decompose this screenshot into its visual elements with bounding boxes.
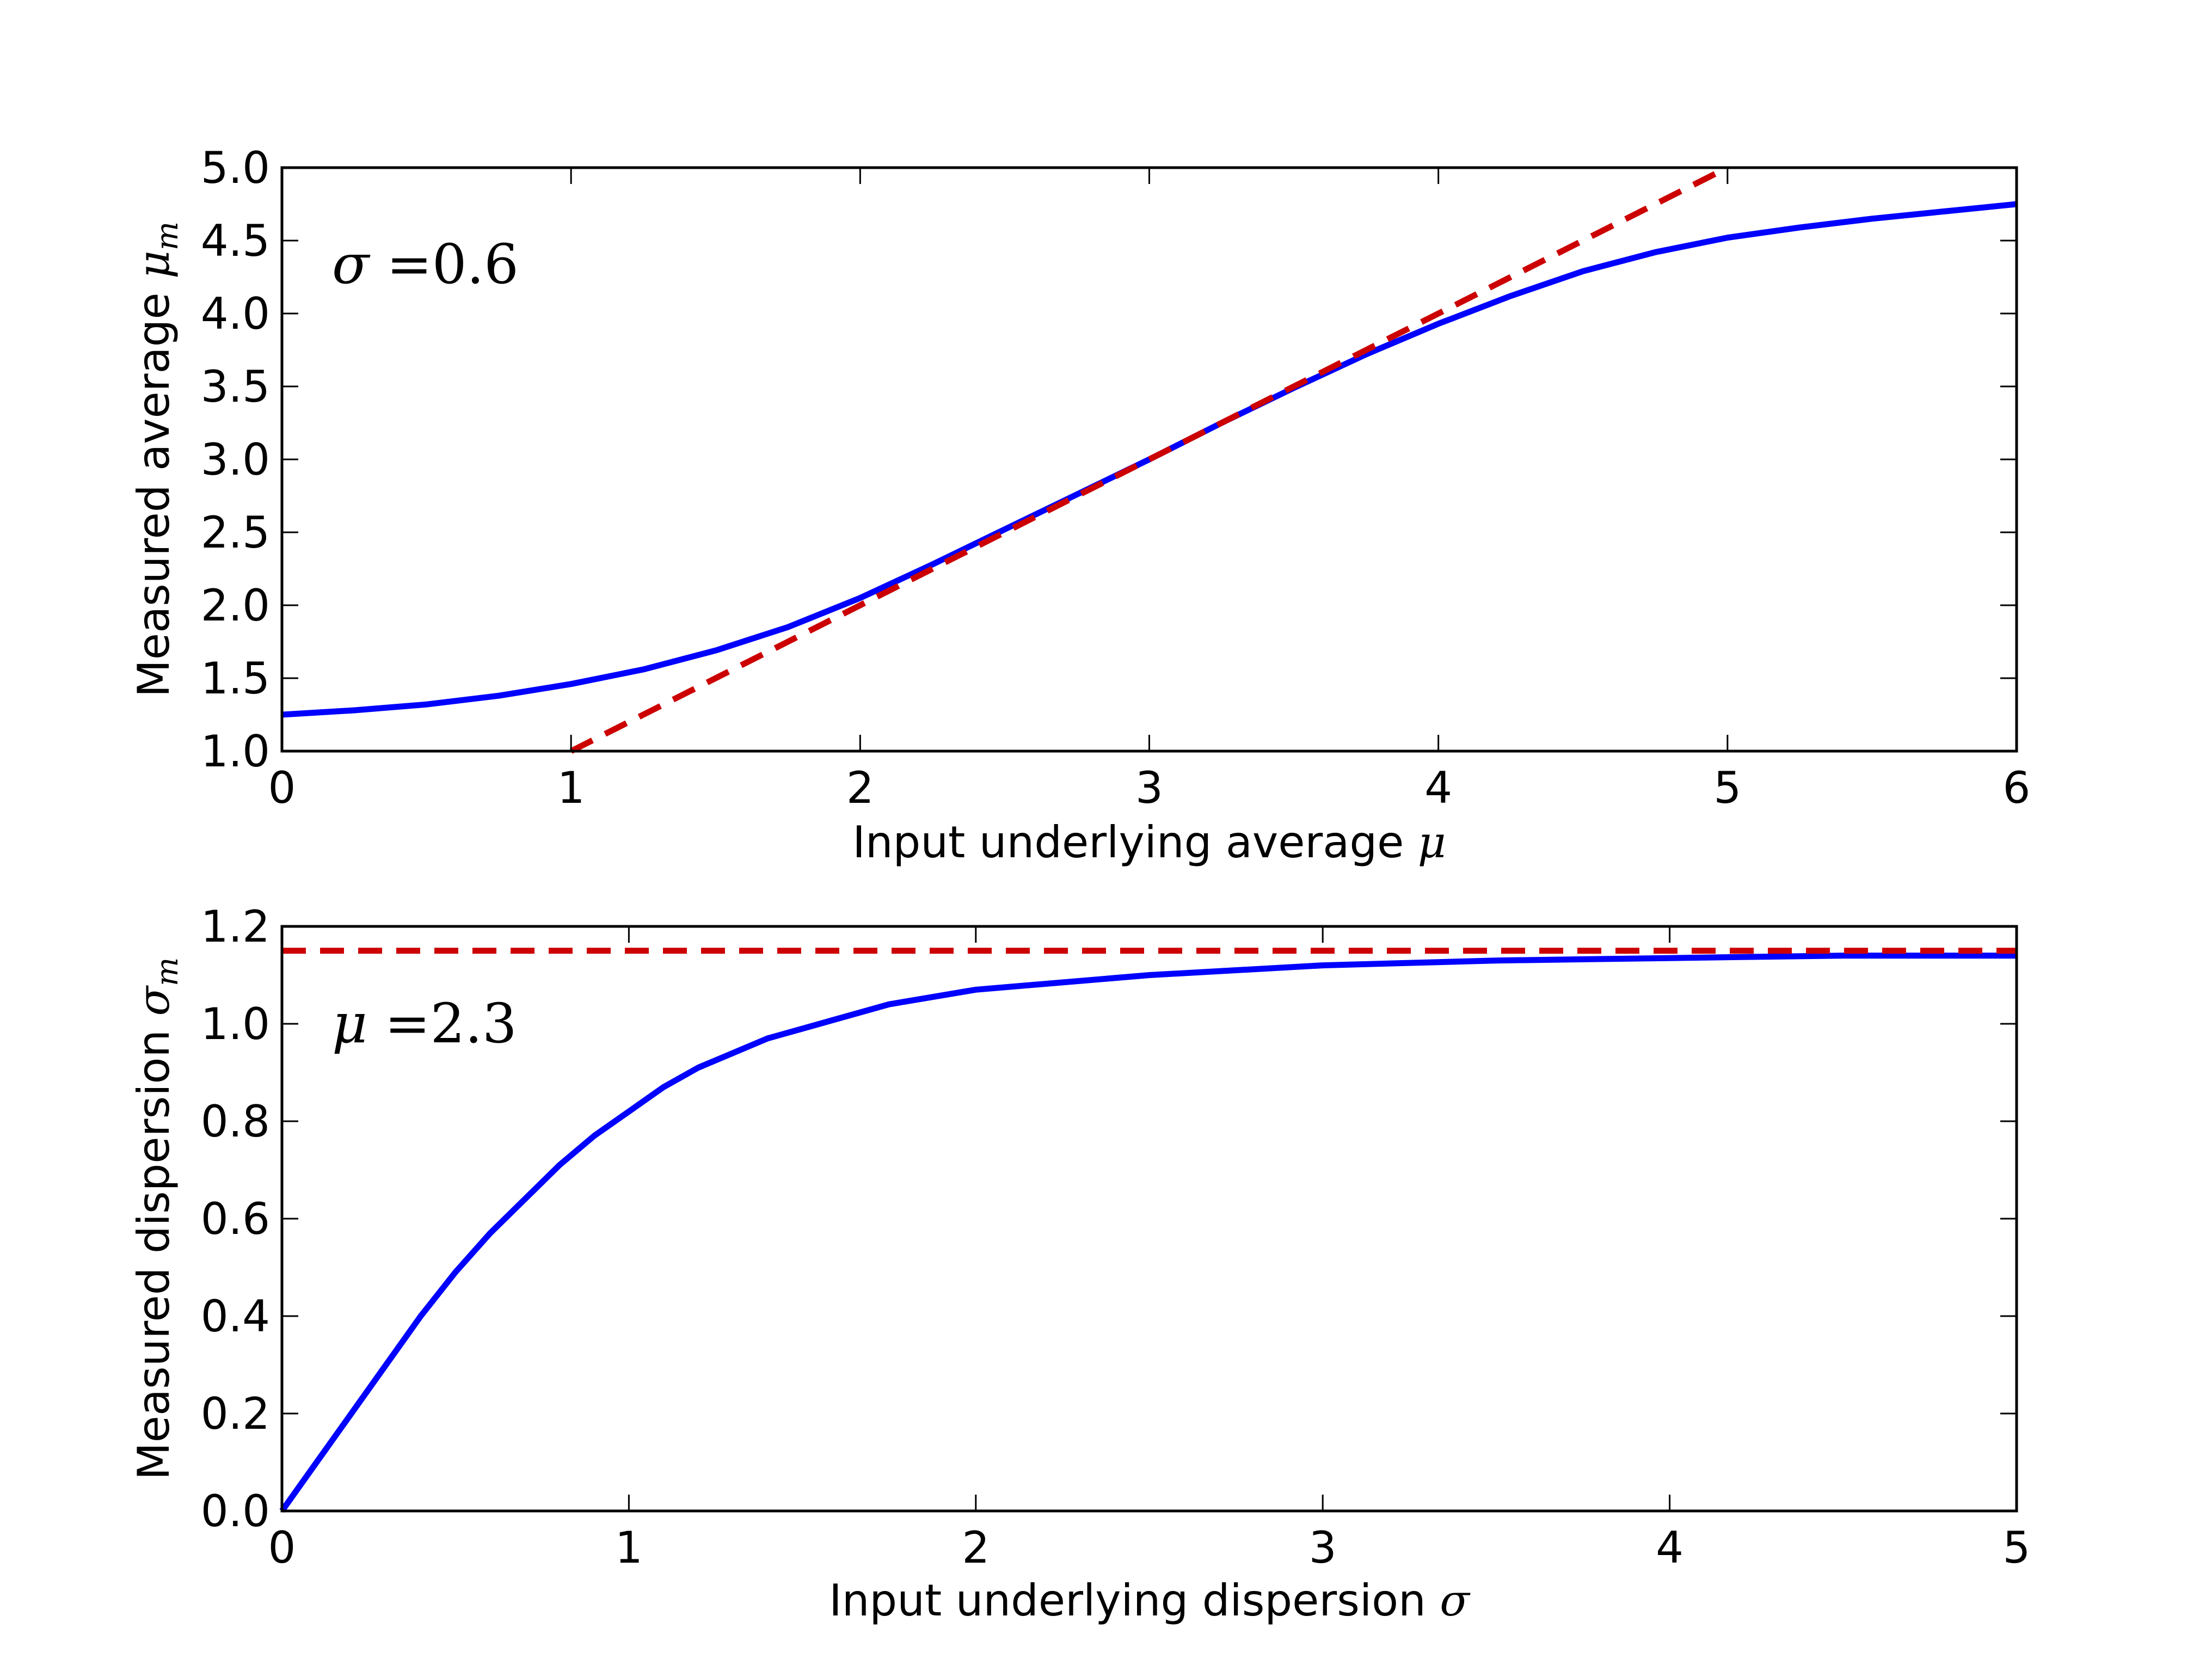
y-tick-label: 4.5: [201, 216, 270, 266]
y-tick-label: 3.0: [201, 434, 270, 485]
x-tick-label: 0: [268, 763, 296, 813]
y-tick-label: 0.8: [201, 1096, 270, 1147]
y-axis-label: Measured dispersion σm: [128, 957, 185, 1480]
x-tick-label: 6: [2003, 763, 2031, 813]
y-tick-label: 4.0: [201, 288, 270, 339]
data-line-2: [279, 953, 2017, 1513]
chart-1: 0 1 2 3 4 5 6 1.0 1.5 2.0 2.5 3.0 3.5 4.0 4.5 5.0 Input …: [128, 143, 2030, 868]
y-tick-label: 1.0: [201, 726, 270, 777]
x-tick-label: 0: [268, 1522, 296, 1573]
chart-2: 0 1 2 3 4 5 0.0 0.2 0.4 0.6 0.8 1.0 1.2 Input underly…: [128, 901, 2030, 1626]
y-tick-label: 0.2: [201, 1388, 270, 1439]
y-tick-label: 0.6: [201, 1194, 270, 1244]
x-tick-label: 3: [1135, 763, 1163, 813]
x-tick-label: 2: [962, 1522, 990, 1573]
x-tick-label: 1: [557, 763, 585, 813]
y-tick-label: 3.5: [201, 361, 270, 412]
x-axis-label: Input underlying dispersion σ: [829, 1575, 1471, 1626]
x-tick-label: 2: [846, 763, 874, 813]
x-tick-label: 3: [1309, 1522, 1337, 1573]
reference-line-1: [569, 165, 1729, 754]
y-axis-label: Measured average μm: [128, 222, 185, 697]
y-tick-label: 1.2: [201, 901, 270, 952]
x-tick-label: 4: [1424, 763, 1452, 813]
y-tick-label: 0.4: [201, 1291, 270, 1342]
y-tick-label: 1.0: [201, 999, 270, 1049]
y-tick-label: 2.0: [201, 580, 270, 631]
y-tick-label: 1.5: [201, 653, 270, 704]
plot-frame: [280, 925, 2018, 1513]
x-axis-label: Input underlying average μ: [852, 817, 1446, 868]
parameter-annotation: μ =2.3: [332, 992, 517, 1055]
x-tick-label: 5: [2003, 1522, 2031, 1573]
x-tick-label: 4: [1656, 1522, 1683, 1573]
y-tick-label: 0.0: [201, 1486, 270, 1537]
parameter-annotation: σ =0.6: [332, 232, 519, 296]
x-tick-label: 5: [1713, 763, 1741, 813]
x-tick-label: 1: [615, 1522, 643, 1573]
data-line-1: [281, 201, 2017, 718]
y-tick-label: 5.0: [201, 143, 270, 193]
y-tick-label: 2.5: [201, 507, 270, 558]
